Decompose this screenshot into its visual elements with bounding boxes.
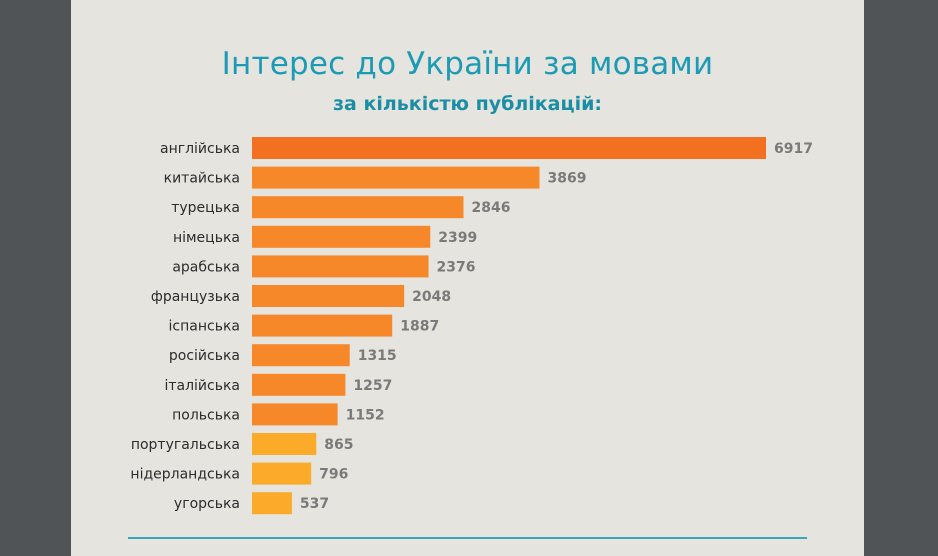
category-label: італійська <box>164 378 240 394</box>
category-label: арабська <box>172 259 240 275</box>
bottom-divider <box>128 537 807 539</box>
value-label: 3869 <box>548 171 587 187</box>
bar <box>252 166 540 189</box>
value-label: 865 <box>324 437 353 453</box>
category-label: нідерландська <box>130 467 240 483</box>
bar <box>252 196 464 219</box>
bar <box>252 492 292 515</box>
bar <box>252 373 346 396</box>
chart-panel: Інтерес до України за мовами за кількіст… <box>71 0 864 556</box>
category-label: французька <box>151 289 240 305</box>
value-label: 2376 <box>437 259 476 275</box>
value-label: 2048 <box>412 289 451 305</box>
bar <box>252 137 766 159</box>
bar <box>252 285 405 307</box>
bar-chart: англійська 6917 китайська 3869 турецька 2846 н… <box>130 137 813 515</box>
category-label: іспанська <box>169 319 240 335</box>
category-label: турецька <box>171 200 240 216</box>
category-label: китайська <box>164 171 240 187</box>
value-label: 1887 <box>400 319 439 335</box>
category-label: угорська <box>174 496 240 512</box>
category-label: польська <box>172 407 240 423</box>
category-label: англійська <box>160 141 240 157</box>
chart-subtitle: за кількістю публікацій: <box>332 93 602 115</box>
value-label: 2399 <box>438 230 477 246</box>
value-label: 1152 <box>346 407 385 423</box>
category-label: російська <box>169 348 240 364</box>
value-label: 796 <box>319 467 348 483</box>
chart-title: Інтерес до України за мовами <box>221 46 714 82</box>
bar <box>252 314 393 337</box>
value-label: 2846 <box>471 200 510 216</box>
bar <box>252 225 431 248</box>
bar <box>252 462 312 485</box>
value-label: 1257 <box>353 378 392 394</box>
bar <box>252 433 317 455</box>
bar <box>252 344 350 367</box>
value-label: 1315 <box>358 348 397 364</box>
bar <box>252 403 338 426</box>
category-label: португальська <box>131 437 240 453</box>
value-label: 6917 <box>774 141 813 157</box>
value-label: 537 <box>300 496 329 512</box>
category-label: німецька <box>173 230 240 246</box>
bar <box>252 255 429 278</box>
